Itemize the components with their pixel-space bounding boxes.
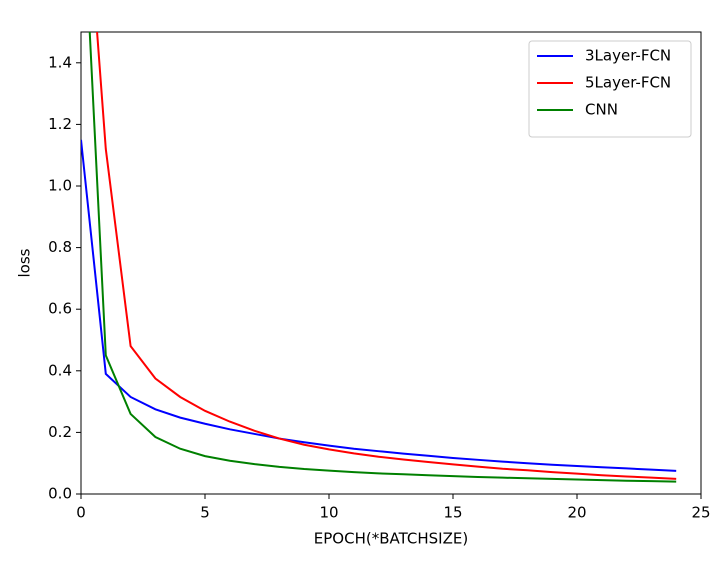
x-tick-label: 25	[691, 504, 710, 522]
x-tick-label: 0	[76, 504, 86, 522]
y-axis-label: loss	[16, 248, 34, 277]
y-tick-label: 1.0	[48, 177, 72, 195]
x-tick-label: 15	[443, 504, 462, 522]
x-tick-label: 5	[200, 504, 210, 522]
legend-label: CNN	[585, 101, 618, 119]
y-tick-label: 0.0	[48, 485, 72, 503]
y-tick-label: 0.6	[48, 300, 72, 318]
x-tick-label: 20	[567, 504, 586, 522]
y-tick-label: 0.4	[48, 361, 72, 379]
legend-label: 3Layer-FCN	[585, 47, 671, 65]
series-line	[88, 32, 677, 483]
x-tick-label: 10	[319, 504, 338, 522]
y-tick-label: 0.2	[48, 423, 72, 441]
y-tick-label: 0.8	[48, 238, 72, 256]
y-tick-label: 1.4	[48, 53, 72, 71]
y-tick-label: 1.2	[48, 115, 72, 133]
plot-frame	[80, 31, 702, 495]
lines	[81, 32, 677, 483]
legend-label: 5Layer-FCN	[585, 74, 671, 92]
series-line	[81, 139, 677, 472]
legend-box	[528, 40, 692, 138]
x-axis-label: EPOCH(*BATCHSIZE)	[314, 530, 468, 548]
series-line	[96, 32, 677, 480]
